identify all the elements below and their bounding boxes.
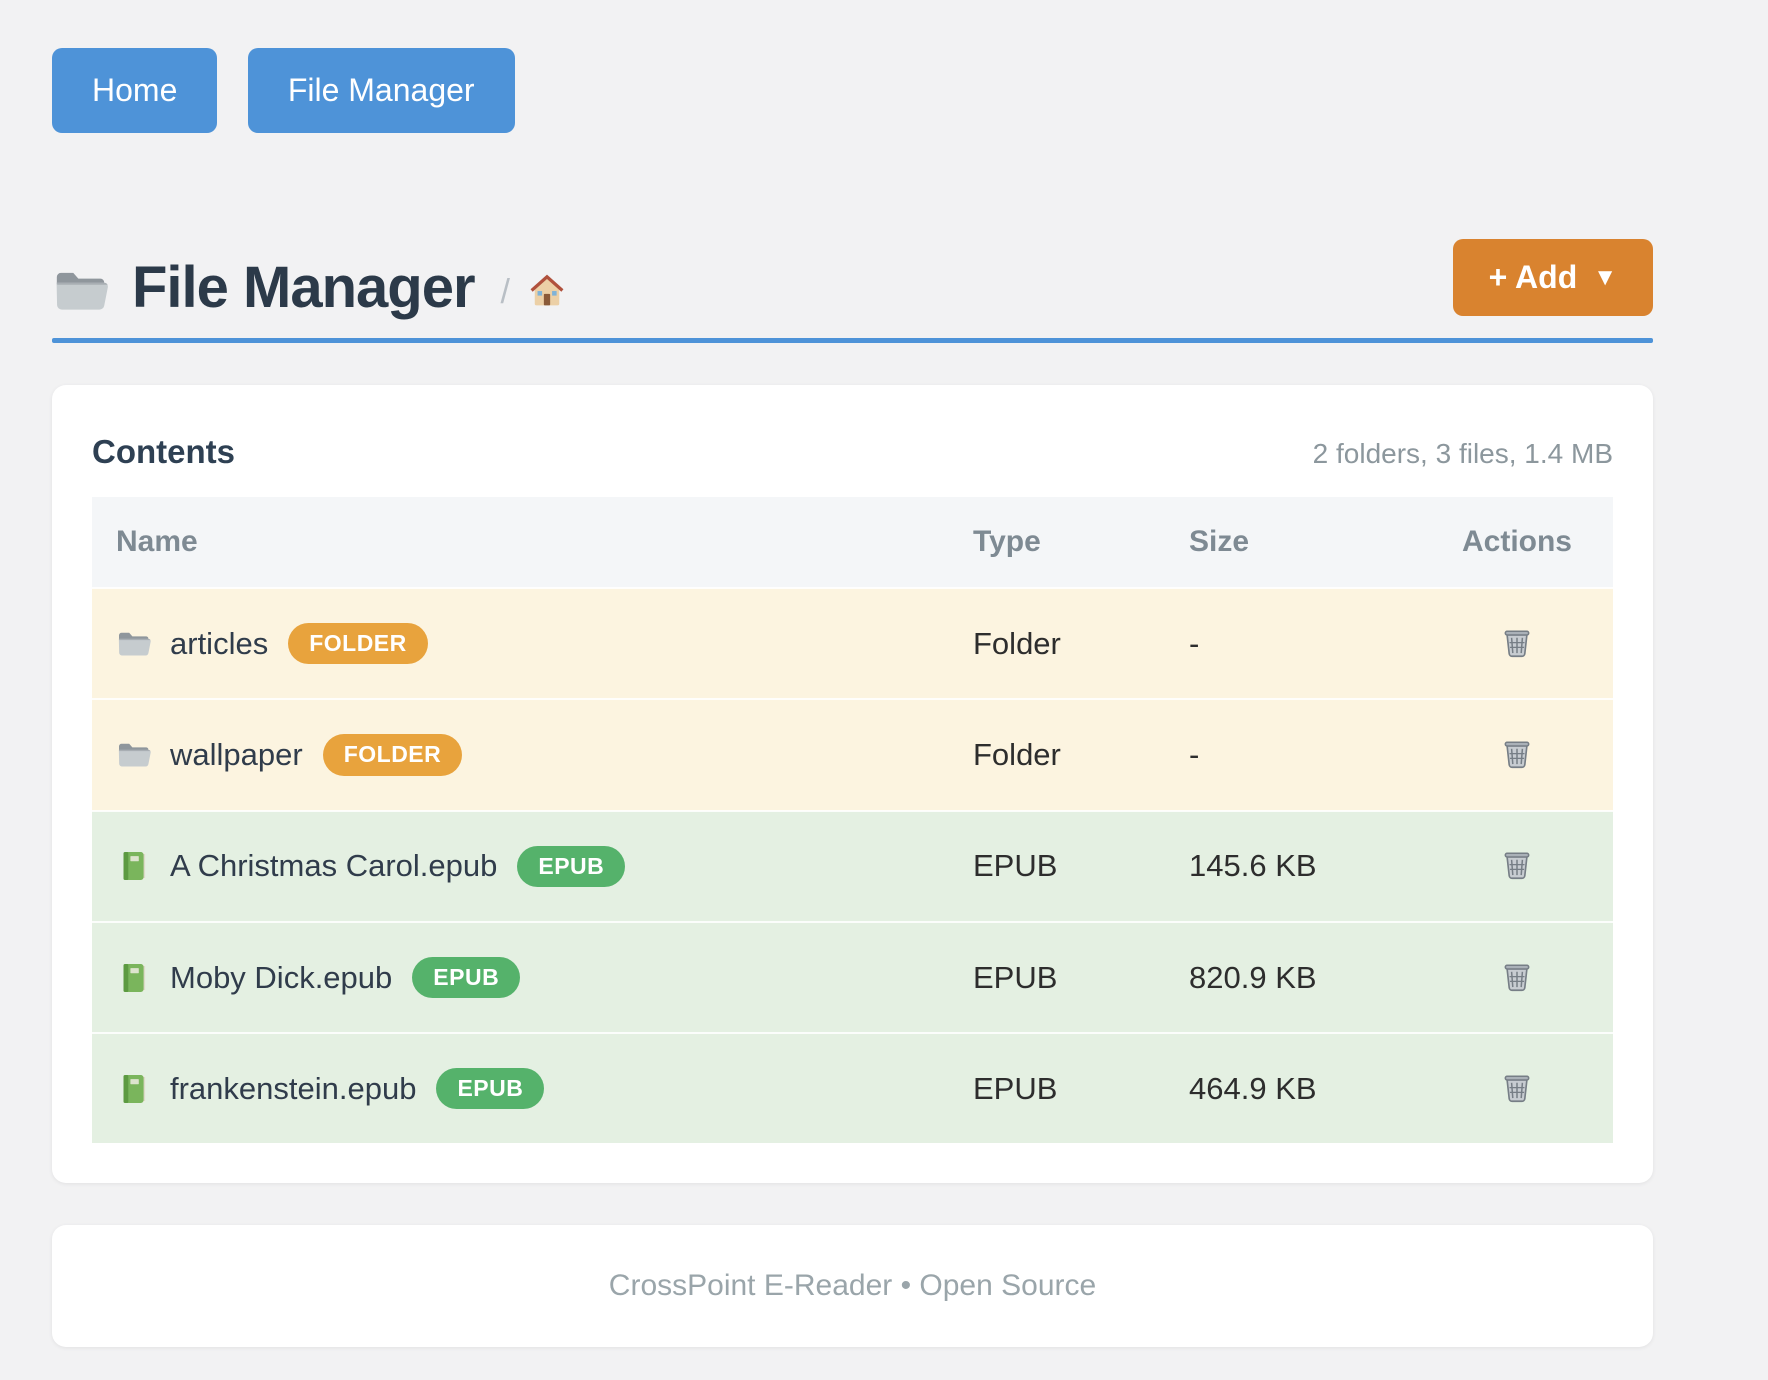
column-header-type: Type bbox=[973, 525, 1041, 558]
files-table: Name Type Size Actions articles FOLDER bbox=[92, 497, 1613, 1144]
column-header-actions: Actions bbox=[1461, 525, 1572, 558]
folder-icon bbox=[116, 626, 152, 662]
delete-button[interactable] bbox=[1495, 731, 1539, 775]
folder-icon bbox=[52, 262, 110, 320]
epub-badge: EPUB bbox=[412, 956, 521, 999]
breadcrumb-separator: / bbox=[500, 273, 510, 311]
footer: CrossPoint E-Reader • Open Source bbox=[52, 1225, 1653, 1348]
page: Home File Manager File Manager / + Add ▼… bbox=[52, 0, 1653, 1348]
nav-home-button[interactable]: Home bbox=[52, 48, 218, 133]
table-row: frankenstein.epub EPUB EPUB 464.9 KB bbox=[92, 1033, 1613, 1144]
table-row: Moby Dick.epub EPUB EPUB 820.9 KB bbox=[92, 921, 1613, 1034]
contents-heading: Contents bbox=[92, 433, 235, 470]
contents-card: Contents 2 folders, 3 files, 1.4 MB Name… bbox=[52, 385, 1653, 1184]
caret-down-icon: ▼ bbox=[1593, 263, 1617, 291]
item-size: 820.9 KB bbox=[1189, 959, 1317, 995]
item-name-link[interactable]: wallpaper bbox=[170, 736, 303, 772]
title-divider bbox=[52, 338, 1653, 343]
add-button[interactable]: + Add ▼ bbox=[1452, 239, 1653, 316]
table-row: wallpaper FOLDER Folder - bbox=[92, 699, 1613, 811]
nav-file-manager-button[interactable]: File Manager bbox=[247, 48, 515, 133]
item-size: 145.6 KB bbox=[1189, 848, 1317, 884]
epub-badge: EPUB bbox=[436, 1068, 545, 1110]
trash-icon bbox=[1499, 741, 1535, 774]
item-name-link[interactable]: frankenstein.epub bbox=[170, 1070, 417, 1106]
item-name-link[interactable]: articles bbox=[170, 625, 269, 661]
item-type: Folder bbox=[973, 736, 1061, 772]
delete-button[interactable] bbox=[1495, 842, 1539, 886]
title-group: File Manager / bbox=[52, 256, 568, 320]
column-header-name: Name bbox=[116, 525, 198, 558]
add-button-label: + Add bbox=[1488, 259, 1578, 295]
item-name-link[interactable]: Moby Dick.epub bbox=[170, 959, 393, 995]
item-name-link[interactable]: A Christmas Carol.epub bbox=[170, 848, 498, 884]
folder-badge: FOLDER bbox=[288, 623, 428, 665]
book-icon bbox=[116, 1071, 152, 1107]
page-title: File Manager bbox=[132, 255, 476, 321]
breadcrumb-home-link[interactable] bbox=[526, 269, 568, 316]
page-header: File Manager / + Add ▼ bbox=[52, 239, 1653, 320]
epub-badge: EPUB bbox=[517, 845, 626, 887]
table-row: A Christmas Carol.epub EPUB EPUB 145.6 K… bbox=[92, 810, 1613, 922]
trash-icon bbox=[1499, 963, 1535, 997]
table-row: articles FOLDER Folder - bbox=[92, 588, 1613, 700]
delete-button[interactable] bbox=[1495, 954, 1539, 998]
book-icon bbox=[116, 960, 152, 996]
item-type: EPUB bbox=[973, 1070, 1058, 1106]
contents-summary: 2 folders, 3 files, 1.4 MB bbox=[1312, 438, 1613, 469]
house-icon bbox=[526, 269, 568, 316]
table-header-row: Name Type Size Actions bbox=[92, 497, 1613, 588]
column-header-size: Size bbox=[1189, 525, 1250, 558]
folder-badge: FOLDER bbox=[322, 734, 463, 776]
item-size: - bbox=[1189, 736, 1200, 772]
footer-text: CrossPoint E-Reader • Open Source bbox=[608, 1269, 1097, 1303]
item-size: 464.9 KB bbox=[1189, 1070, 1317, 1106]
item-type: EPUB bbox=[973, 959, 1058, 995]
item-size: - bbox=[1189, 625, 1200, 661]
item-type: Folder bbox=[973, 625, 1061, 661]
delete-button[interactable] bbox=[1495, 620, 1539, 664]
trash-icon bbox=[1499, 852, 1535, 885]
trash-icon bbox=[1499, 630, 1535, 663]
trash-icon bbox=[1499, 1075, 1535, 1108]
item-type: EPUB bbox=[973, 848, 1058, 884]
folder-icon bbox=[116, 737, 152, 773]
top-nav: Home File Manager bbox=[52, 48, 1653, 133]
delete-button[interactable] bbox=[1495, 1065, 1539, 1109]
contents-card-header: Contents 2 folders, 3 files, 1.4 MB bbox=[92, 425, 1613, 497]
book-icon bbox=[116, 848, 152, 884]
